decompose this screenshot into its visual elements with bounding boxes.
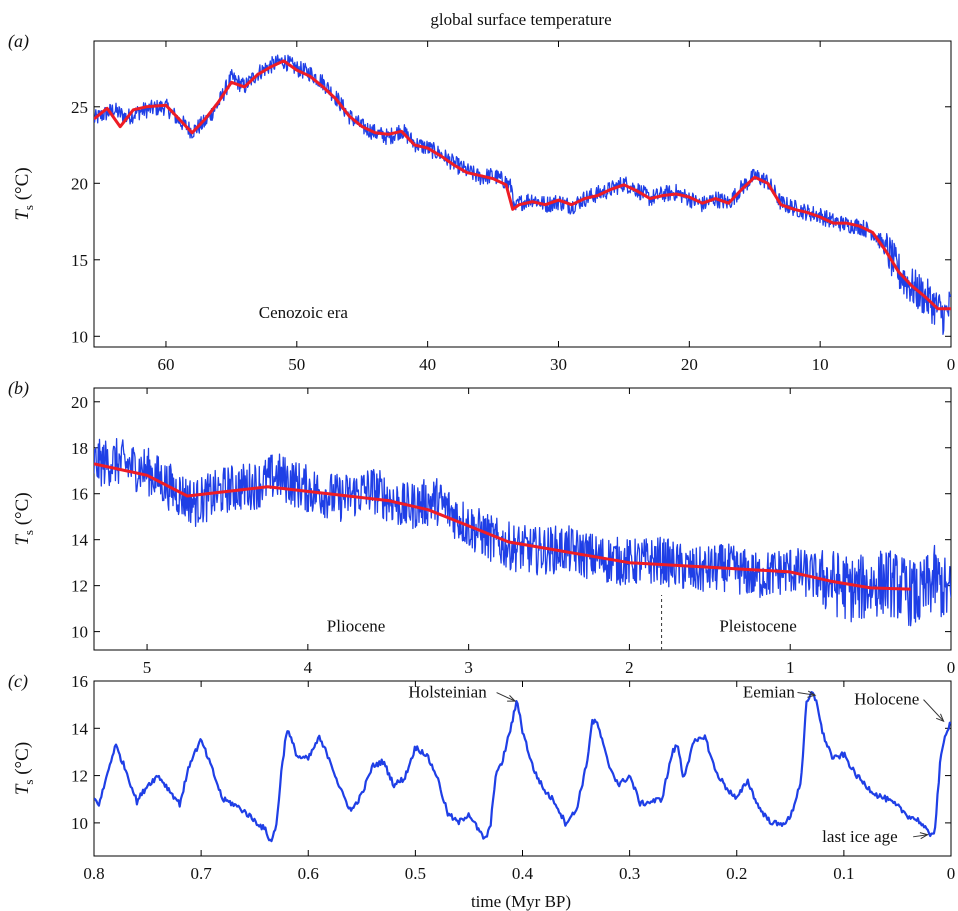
annotation-arrow <box>923 699 945 722</box>
x-tick-label: 0.5 <box>405 864 426 883</box>
plot-area <box>94 690 951 843</box>
x-tick-label: 0.7 <box>191 864 213 883</box>
y-axis-label: Ts (°C) <box>12 167 36 220</box>
x-tick-label: 1 <box>786 658 795 677</box>
y-axis-label: Ts (°C) <box>12 742 36 795</box>
annotation: Holocene <box>854 690 919 709</box>
panel-tag: (c) <box>8 671 28 692</box>
y-tick-label: 12 <box>71 767 88 786</box>
plot-frame <box>93 387 952 651</box>
y-tick-label: 18 <box>71 439 88 458</box>
x-tick-label: 3 <box>464 658 473 677</box>
x-tick-label: 5 <box>143 658 152 677</box>
panel-c: 0.8 0.7 0.6 0.5 0.4 0.3 0.2 0.1 0 10 12 14 16 (c) Ts (… <box>8 671 955 883</box>
arrow-head <box>936 713 945 723</box>
x-tick-label: 20 <box>681 355 698 374</box>
x-tick-label: 10 <box>812 355 829 374</box>
plot-frame <box>93 40 952 348</box>
annotation: Holsteinian <box>408 683 487 702</box>
panel-tag: (b) <box>8 378 29 399</box>
panel-tag: (a) <box>8 31 29 52</box>
x-tick-label: 4 <box>304 658 313 677</box>
annotation: Pleistocene <box>719 617 796 636</box>
x-tick-label: 40 <box>419 355 436 374</box>
annotation-arrow <box>797 692 816 696</box>
x-tick-label: 30 <box>550 355 567 374</box>
y-tick-label: 16 <box>71 672 88 691</box>
series-smoothed-line <box>94 59 951 311</box>
series-raw-line <box>94 690 951 843</box>
x-tick-label: 0.3 <box>619 864 640 883</box>
x-axis-label: time (Myr BP) <box>471 892 571 911</box>
annotation: last ice age <box>822 827 898 846</box>
annotation: Cenozoic era <box>259 303 349 322</box>
x-tick-label: 0 <box>947 864 956 883</box>
y-tick-label: 20 <box>71 393 88 412</box>
panel-a: 60 50 40 30 20 10 0 10 15 20 25 (a) Ts (°C) Cenozoic … <box>8 31 955 374</box>
y-tick-label: 10 <box>71 814 88 833</box>
y-tick-label: 10 <box>71 327 88 346</box>
y-tick-label: 14 <box>71 719 89 738</box>
x-tick-label: 0.8 <box>83 864 104 883</box>
y-tick-label: 12 <box>71 577 88 596</box>
series-raw-line <box>94 437 951 627</box>
y-tick-label: 15 <box>71 251 88 270</box>
annotation: Eemian <box>743 683 795 702</box>
y-axis-label: Ts (°C) <box>12 492 36 545</box>
arrow-head <box>807 690 817 698</box>
annotation-arrow <box>496 692 516 702</box>
x-tick-label: 0.6 <box>298 864 319 883</box>
arrow-head <box>507 695 517 702</box>
x-tick-label: 2 <box>625 658 634 677</box>
x-tick-label: 0 <box>947 658 956 677</box>
arrow-head <box>919 832 929 840</box>
y-tick-label: 10 <box>71 623 88 642</box>
y-tick-label: 20 <box>71 174 88 193</box>
series-raw-line <box>94 54 951 335</box>
y-tick-label: 25 <box>71 98 88 117</box>
x-tick-label: 0.2 <box>726 864 747 883</box>
x-tick-label: 0.1 <box>833 864 854 883</box>
figure-title: global surface temperature <box>430 10 611 29</box>
y-tick-label: 16 <box>71 485 88 504</box>
series-smoothed-line <box>94 462 911 591</box>
annotation: Pliocene <box>327 617 386 636</box>
annotation-arrow <box>913 834 928 838</box>
x-tick-label: 60 <box>157 355 174 374</box>
x-tick-label: 0.4 <box>512 864 534 883</box>
plot-area <box>94 54 951 335</box>
y-tick-label: 14 <box>71 531 89 550</box>
x-tick-label: 50 <box>288 355 305 374</box>
x-tick-label: 0 <box>947 355 956 374</box>
plot-area <box>94 437 951 627</box>
